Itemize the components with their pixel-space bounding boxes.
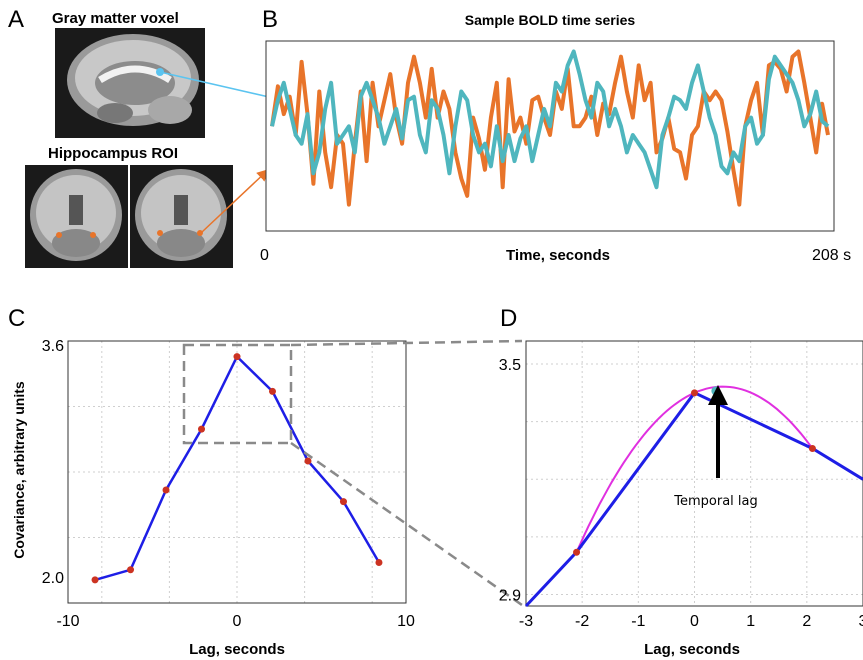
plot-c-ylabel: Covariance, arbitrary units: [11, 381, 27, 559]
voxel-label: Gray matter voxel: [52, 10, 179, 27]
plot-d-frame: [525, 340, 863, 607]
peak-point: [711, 386, 721, 396]
covariance-point-zoom: [808, 445, 816, 453]
plot-c-xlabel: Lag, seconds: [189, 641, 285, 658]
coronal-brain-image-left: [25, 165, 128, 268]
x-tick-label: 3: [859, 613, 863, 630]
x-tick-label: -2: [575, 613, 589, 630]
x-tick-label: 0: [233, 613, 242, 630]
zoom-box: [182, 343, 293, 445]
panel-label-c: C: [8, 305, 26, 332]
covariance-point: [375, 559, 383, 566]
plot-b-title: Sample BOLD time series: [465, 12, 636, 28]
roi-arrow: [201, 168, 270, 233]
y-tick-label: 3.6: [42, 338, 64, 355]
covariance-point: [233, 353, 241, 361]
covariance-point: [127, 566, 135, 574]
plot-b-x-start: 0: [260, 247, 269, 264]
panel-label-d: D: [500, 305, 518, 332]
zoom-line-top: [290, 339, 523, 347]
bold-series-line-1: [270, 49, 830, 190]
covariance-point: [198, 425, 206, 433]
panel-label-a: A: [8, 6, 25, 33]
x-tick-label: 2: [802, 613, 811, 630]
covariance-point: [162, 486, 170, 494]
x-tick-label: 1: [746, 613, 755, 630]
sagittal-brain-image: [55, 28, 205, 138]
plot-c-frame: [67, 340, 407, 604]
covariance-point: [91, 576, 99, 584]
covariance-point: [304, 457, 312, 465]
voxel-arrow: [159, 71, 284, 104]
bold-series-line-0: [270, 49, 830, 207]
x-tick-label: -3: [519, 613, 533, 630]
x-tick-label: 10: [397, 613, 415, 630]
y-tick-label: 2.9: [499, 587, 521, 604]
y-tick-label: 3.5: [499, 357, 521, 374]
y-tick-label: 2.0: [42, 570, 64, 587]
x-tick-label: 0: [690, 613, 699, 630]
covariance-point: [339, 498, 347, 506]
coronal-brain-image-right: [130, 165, 233, 268]
plot-d-xlabel: Lag, seconds: [644, 641, 740, 658]
plot-b-xlabel: Time, seconds: [506, 247, 610, 264]
covariance-point-zoom: [691, 389, 698, 397]
plot-b-x-end: 208 s: [812, 247, 851, 264]
x-tick-label: -10: [56, 613, 79, 630]
panel-label-b: B: [262, 6, 279, 33]
covariance-point: [268, 387, 276, 395]
covariance-point-zoom: [573, 548, 581, 556]
x-tick-label: -1: [631, 613, 645, 630]
roi-label: Hippocampus ROI: [48, 145, 179, 162]
temporal-lag-label: Temporal lag: [673, 494, 757, 509]
